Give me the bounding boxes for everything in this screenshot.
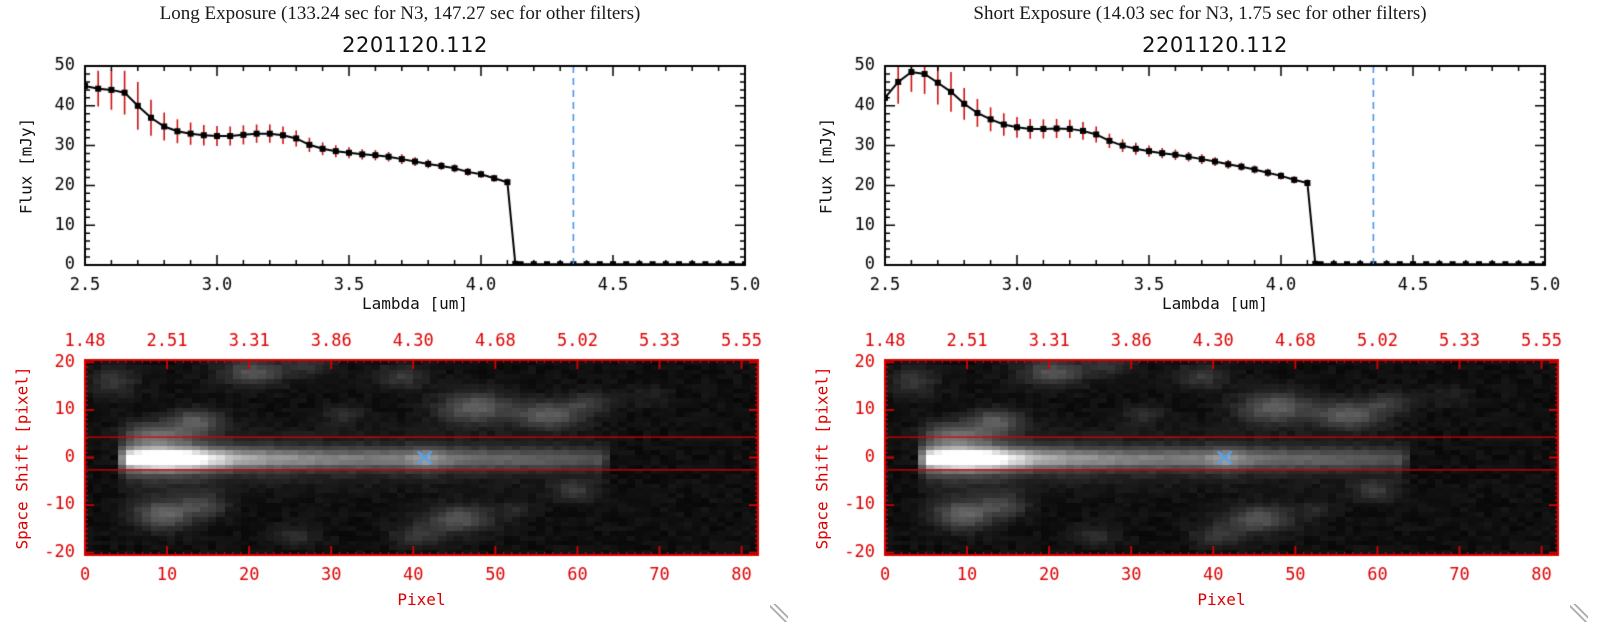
short-exposure-plot-canvas: [800, 0, 1600, 630]
pixel-x-axis-label: Pixel: [397, 590, 446, 609]
space-shift-y-axis-label: Space Shift [pixel]: [812, 366, 832, 550]
panel-long-exposure: Long Exposure (133.24 sec for N3, 147.27…: [0, 0, 800, 630]
window-resize-grip[interactable]: [770, 604, 788, 622]
lambda-x-axis-label: Lambda [um]: [1162, 294, 1268, 313]
flux-y-axis-label: Flux [mJy]: [16, 117, 36, 215]
lambda-x-axis-label: Lambda [um]: [362, 294, 468, 313]
flux-y-axis-label: Flux [mJy]: [816, 117, 836, 215]
pixel-x-axis-label: Pixel: [1197, 590, 1246, 609]
observation-id: 2201120.112: [342, 33, 488, 57]
panel-title: Long Exposure (133.24 sec for N3, 147.27…: [159, 3, 641, 24]
window-resize-grip[interactable]: [1570, 604, 1588, 622]
long-exposure-plot-canvas: [0, 0, 800, 630]
panel-title: Short Exposure (14.03 sec for N3, 1.75 s…: [973, 3, 1427, 24]
space-shift-y-axis-label: Space Shift [pixel]: [12, 366, 32, 550]
observation-id: 2201120.112: [1142, 33, 1288, 57]
panel-short-exposure: Short Exposure (14.03 sec for N3, 1.75 s…: [800, 0, 1600, 630]
